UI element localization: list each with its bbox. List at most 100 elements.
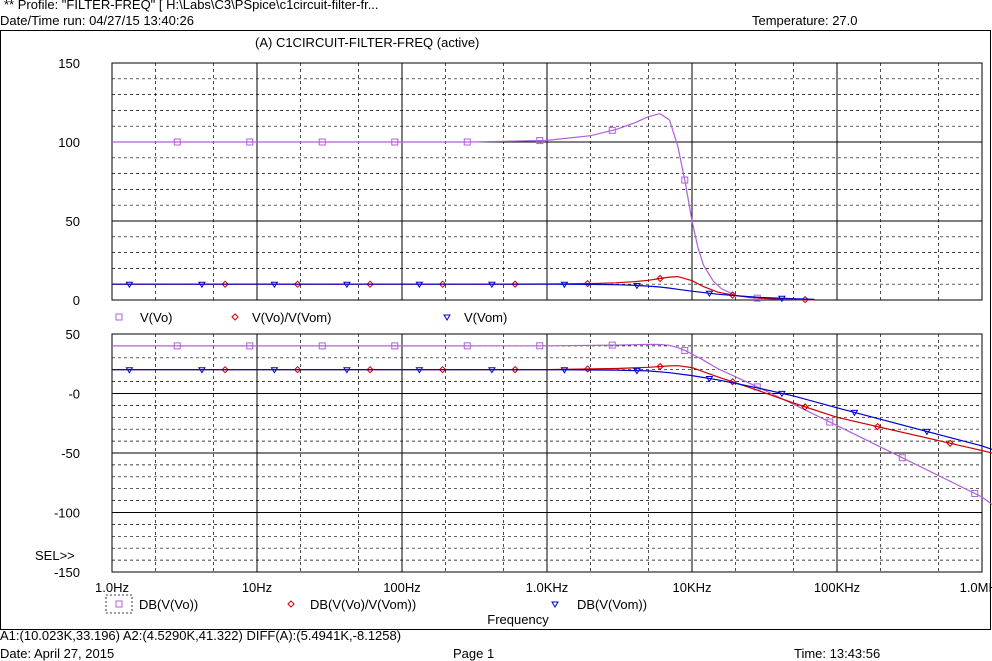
y-tick-label: 100 <box>58 135 80 150</box>
series-marker-3 <box>488 367 496 374</box>
series-marker-1 <box>246 342 254 350</box>
legend-marker-top <box>231 313 239 321</box>
series-marker-1 <box>318 342 326 350</box>
series-marker-3 <box>343 281 351 289</box>
date-time-run: Date/Time run: 04/27/15 13:40:26 <box>0 13 194 28</box>
series-marker-2 <box>728 291 737 299</box>
legend-marker-bottom <box>115 600 123 608</box>
series-marker-2 <box>221 365 229 374</box>
legend-label-top: V(Vo)/V(Vom) <box>252 310 331 325</box>
legend-label-top: V(Vo) <box>140 310 173 325</box>
y-tick-label: 150 <box>58 56 80 71</box>
series-marker-3 <box>125 367 134 374</box>
series-marker-2 <box>656 274 664 283</box>
series-marker-3 <box>705 375 714 383</box>
series-marker-3 <box>198 281 206 289</box>
series-marker-3 <box>415 367 424 374</box>
series-line-3 <box>112 283 815 300</box>
profile-title: ** Profile: "FILTER-FREQ" [ H:\Labs\C3\P… <box>4 0 379 12</box>
y-tick-label: -100 <box>54 506 80 521</box>
y-tick-label: 50 <box>66 214 80 229</box>
series-marker-1 <box>971 489 979 497</box>
series-marker-1 <box>391 138 399 146</box>
legend-marker-bottom <box>287 600 295 608</box>
legend-marker-top <box>115 313 123 321</box>
series-marker-3 <box>125 281 134 289</box>
x-tick-label: 1.0MHz <box>960 580 992 595</box>
series-marker-3 <box>560 367 569 374</box>
print-date: Date: April 27, 2015 <box>0 646 115 661</box>
series-marker-3 <box>343 367 351 374</box>
series-marker-3 <box>633 368 641 375</box>
legend-label-top: V(Vom) <box>464 310 507 325</box>
series-marker-3 <box>705 290 714 298</box>
selected-trace-box <box>105 594 133 614</box>
series-marker-1 <box>463 138 471 146</box>
series-marker-3 <box>778 295 786 303</box>
series-marker-2 <box>728 378 737 386</box>
series-marker-3 <box>923 428 931 436</box>
series-line-2 <box>112 365 992 454</box>
plot-title: (A) C1CIRCUIT-FILTER-FREQ (active) <box>255 35 479 50</box>
series-marker-2 <box>511 280 519 288</box>
legend-label-bottom: DB(V(Vo)/V(Vom)) <box>310 597 416 612</box>
series-marker-1 <box>681 346 689 354</box>
series-marker-3 <box>270 281 279 289</box>
series-line-3 <box>112 369 992 450</box>
series-marker-1 <box>681 176 689 184</box>
series-marker-3 <box>560 281 569 289</box>
legend-marker-bottom <box>551 601 559 608</box>
series-marker-1 <box>463 342 471 350</box>
plot-area-border <box>111 62 983 301</box>
y-tick-label: 50 <box>66 327 80 342</box>
series-marker-2 <box>873 422 882 431</box>
x-tick-label: 1.0KHz <box>526 580 569 595</box>
x-tick-label: 10KHz <box>672 580 711 595</box>
page-number: Page 1 <box>453 646 495 661</box>
x-tick-label: 1.0Hz <box>95 580 129 595</box>
series-marker-2 <box>438 280 447 288</box>
plot-window-border <box>0 30 991 630</box>
y-tick-label: -50 <box>61 446 80 461</box>
series-marker-2 <box>511 365 519 374</box>
legend-label-bottom: DB(V(Vom)) <box>577 597 647 612</box>
series-marker-2 <box>946 439 954 447</box>
print-time: Time: 13:43:56 <box>794 646 881 661</box>
series-marker-3 <box>778 390 786 398</box>
series-marker-1 <box>608 341 616 349</box>
series-marker-3 <box>488 281 496 289</box>
series-marker-2 <box>583 365 592 373</box>
series-marker-1 <box>318 138 326 146</box>
y-tick-label: -0 <box>68 387 80 402</box>
legend-marker-top <box>443 314 451 321</box>
series-marker-2 <box>366 365 374 374</box>
series-marker-2 <box>221 280 229 288</box>
series-marker-2 <box>293 365 302 374</box>
series-marker-1 <box>608 126 616 134</box>
series-marker-2 <box>583 279 592 288</box>
y-tick-label: -150 <box>54 565 80 580</box>
series-marker-1 <box>246 138 254 146</box>
x-tick-label: 10Hz <box>242 580 272 595</box>
sel-indicator: SEL>> <box>35 548 75 563</box>
x-axis-label: Frequency <box>487 612 549 627</box>
series-marker-1 <box>898 454 906 462</box>
series-marker-2 <box>438 365 447 374</box>
series-marker-2 <box>366 280 374 288</box>
x-tick-label: 100KHz <box>814 580 860 595</box>
series-marker-1 <box>173 138 181 146</box>
series-marker-1 <box>536 137 544 145</box>
series-marker-3 <box>198 367 206 374</box>
series-line-1 <box>112 343 992 506</box>
series-marker-1 <box>173 342 181 350</box>
series-marker-2 <box>293 280 302 288</box>
series-marker-2 <box>656 362 664 371</box>
series-marker-1 <box>391 342 399 350</box>
series-marker-1 <box>536 342 544 350</box>
legend-label-bottom: DB(V(Vo)) <box>139 597 198 612</box>
series-marker-3 <box>270 367 279 374</box>
plot-area-border <box>111 333 983 573</box>
series-marker-2 <box>801 403 809 411</box>
series-marker-3 <box>633 282 641 290</box>
